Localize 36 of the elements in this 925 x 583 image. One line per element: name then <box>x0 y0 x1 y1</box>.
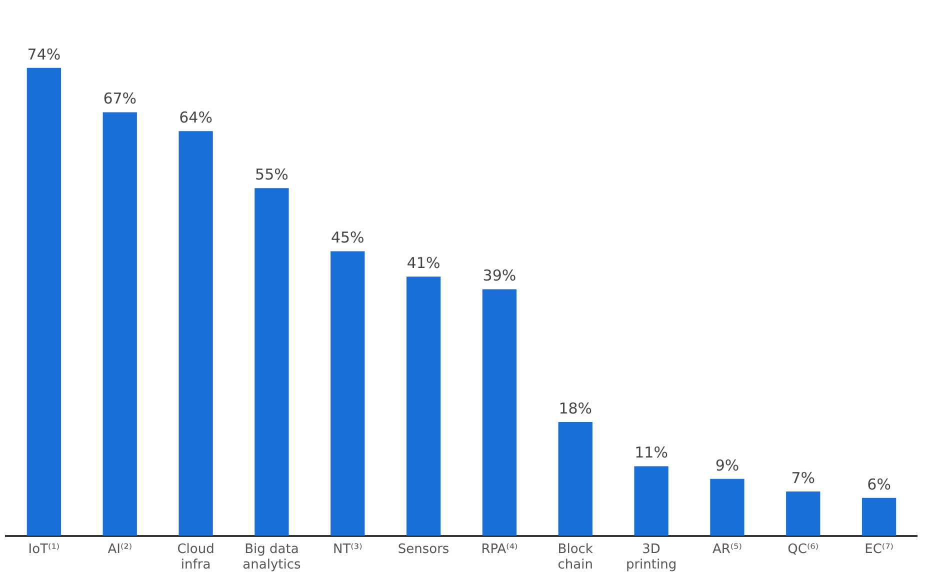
bar <box>406 276 441 536</box>
bar <box>26 68 62 536</box>
data-label: 64% <box>179 108 212 127</box>
bar <box>862 498 896 536</box>
bar <box>178 131 213 536</box>
bar <box>786 492 820 536</box>
x-tick-label: QC⁽⁶⁾ <box>788 542 819 557</box>
data-label: 41% <box>406 254 440 272</box>
bar <box>710 478 744 536</box>
data-label: 7% <box>791 468 816 487</box>
x-tick-label: Cloud infra <box>177 542 214 573</box>
bar <box>330 251 365 536</box>
bar <box>482 289 517 536</box>
x-tick-label: AR⁽⁵⁾ <box>712 542 742 557</box>
x-tick-label: Sensors <box>398 542 450 557</box>
data-label: 18% <box>558 399 592 418</box>
data-label: 74% <box>27 45 61 64</box>
data-label: 45% <box>330 228 364 247</box>
x-tick-label: AI⁽²⁾ <box>108 542 132 557</box>
data-label: 67% <box>103 90 137 108</box>
bar <box>102 112 137 536</box>
x-tick-label: EC⁽⁷⁾ <box>864 542 894 557</box>
data-label: 39% <box>482 266 516 285</box>
x-tick-label: NT⁽³⁾ <box>332 542 362 557</box>
x-tick-label: Big data analytics <box>242 542 301 573</box>
bar <box>254 188 289 536</box>
data-label: 9% <box>715 456 740 474</box>
data-label: 55% <box>255 165 288 184</box>
data-label: 6% <box>867 475 891 494</box>
x-tick-label: Block chain <box>558 542 594 573</box>
data-label: 11% <box>634 444 668 462</box>
x-tick-label: 3D printing <box>626 542 677 573</box>
x-tick-label: RPA⁽⁴⁾ <box>481 542 518 557</box>
bar <box>634 466 668 536</box>
bar <box>558 422 592 536</box>
x-tick-label: IoT⁽¹⁾ <box>28 542 60 557</box>
